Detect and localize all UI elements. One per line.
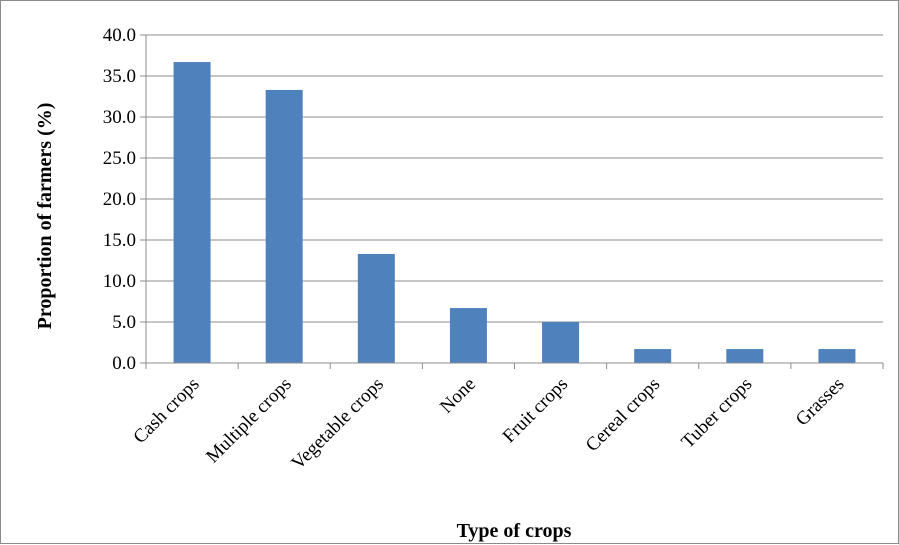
axes [145,35,884,369]
bar [357,253,395,363]
bar [634,349,672,363]
y-tick-label: 35.0 [103,66,136,87]
y-tick-label: 40.0 [103,25,136,46]
x-tick-label: Grasses [792,374,849,431]
x-axis-title: Type of crops [457,520,572,542]
bar [449,308,487,363]
y-tick-label: 20.0 [103,189,136,210]
bars [173,62,856,364]
x-tick-label: Multiple crops [202,374,296,468]
y-tick-label: 10.0 [103,271,136,292]
gridlines [140,34,883,364]
x-tick-label: Tuber crops [677,374,756,453]
y-tick-label: 5.0 [112,312,136,333]
x-tick-label: Cash crops [129,374,203,448]
y-axis-title: Proportion of farmers (%) [34,103,56,330]
x-tick-label: Vegetable crops [288,374,388,474]
bar [265,89,303,363]
y-tick-labels: 0.0 5.0 10.0 15.0 20.0 25.0 30.0 35.0 40.0 [103,25,136,374]
bar [726,349,764,363]
bar [542,322,580,363]
y-tick-label: 25.0 [103,148,136,169]
y-tick-label: 0.0 [112,353,136,374]
bar [173,62,211,364]
x-tick-label: Cereal crops [582,374,664,456]
y-tick-label: 30.0 [103,107,136,128]
x-tick-label: None [436,374,480,418]
x-tick-label: Fruit crops [499,374,572,447]
y-tick-label: 15.0 [103,230,136,251]
bar [818,349,856,363]
